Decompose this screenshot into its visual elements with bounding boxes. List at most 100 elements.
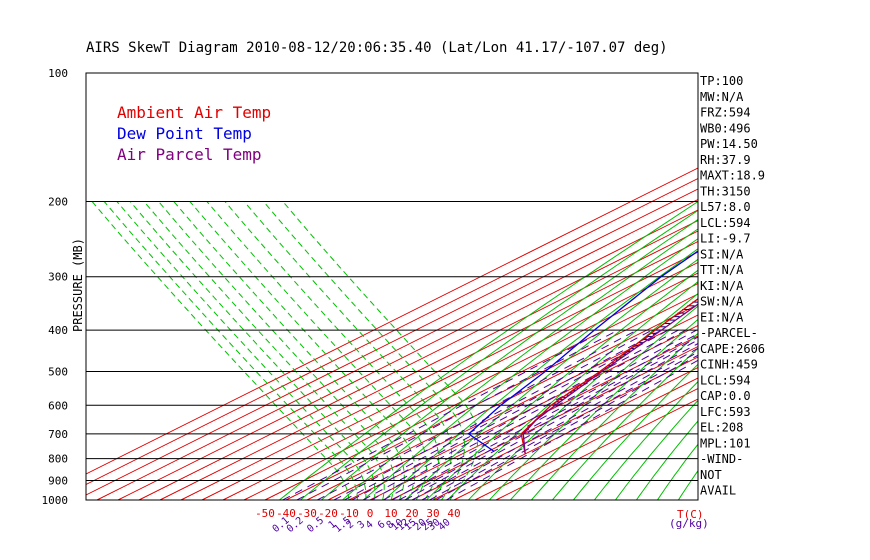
dry-adiabat-line xyxy=(279,200,698,500)
bottom-temp-tick-label: 0 xyxy=(367,507,374,520)
pressure-tick-label: 100 xyxy=(48,67,68,80)
bottom-temp-tick-label: 20 xyxy=(405,507,418,520)
isotherm-line xyxy=(138,219,698,500)
mixing-ratio-line xyxy=(391,333,698,500)
isotherm-line xyxy=(86,188,698,496)
moist-adiabat-line xyxy=(224,201,440,500)
isotherm-line xyxy=(390,345,698,500)
dry-adiabat-line xyxy=(825,73,870,500)
bottom-temp-tick-label: -30 xyxy=(297,507,317,520)
pressure-tick-label: 400 xyxy=(48,324,68,337)
dry-adiabat-line xyxy=(762,73,870,500)
isotherm-line xyxy=(306,303,698,500)
isotherm-line xyxy=(453,377,698,500)
index-label: TT:N/A xyxy=(700,263,744,277)
mixing-ratio-tick-label: 6 xyxy=(376,519,388,531)
index-label: LCL:594 xyxy=(700,216,751,230)
mixing-ratio-tick-label: 3 xyxy=(356,519,368,531)
mixing-ratio-line xyxy=(412,342,698,500)
mixing-ratio-line xyxy=(362,329,679,500)
dry-adiabat-line xyxy=(510,318,698,500)
isotherm-line xyxy=(117,209,698,500)
index-label: MW:N/A xyxy=(700,90,744,104)
index-label: SI:N/A xyxy=(700,247,744,261)
mixing-ratio-tick-label: 8 xyxy=(385,519,397,531)
isotherm-line xyxy=(327,314,698,500)
moist-adiabat-line xyxy=(116,201,367,500)
isotherm-line xyxy=(495,398,698,500)
dry-adiabat-line xyxy=(384,248,698,500)
dry-adiabat-line xyxy=(656,443,698,500)
index-label: AVAIL xyxy=(700,484,736,498)
legend-air-parcel-temp: Air Parcel Temp xyxy=(117,145,262,164)
moist-adiabat-line xyxy=(129,201,376,500)
index-label: MPL:101 xyxy=(700,436,751,450)
isotherm-line xyxy=(474,387,698,500)
isotherm-line xyxy=(86,177,698,486)
isotherm-line xyxy=(411,356,698,500)
index-label: CAPE:2606 xyxy=(700,342,765,356)
pressure-tick-label: 500 xyxy=(48,365,68,378)
pressure-tick-labels: 100 200 300 400 500 600 700 800 900 1000 xyxy=(42,67,69,507)
legend-ambient-air-temp: Ambient Air Temp xyxy=(117,103,271,122)
profile-line-dew-point-temp xyxy=(467,250,698,453)
plot-frame xyxy=(85,72,699,501)
moist-adiabat-line xyxy=(243,201,453,500)
isotherm-line xyxy=(369,335,698,500)
dry-adiabat-line xyxy=(321,218,698,500)
dry-adiabat-line xyxy=(300,209,698,500)
bottom-temp-tick-labels: -50 -40 -30 -20 -10 0 10 20 30 40 xyxy=(255,507,461,520)
index-label: MAXT:18.9 xyxy=(700,169,765,183)
legend-dew-point-temp: Dew Point Temp xyxy=(117,124,252,143)
bottom-temp-tick-label: -10 xyxy=(339,507,359,520)
index-label: -WIND- xyxy=(700,452,743,466)
pressure-tick-label: 900 xyxy=(48,474,68,487)
dry-adiabat-line xyxy=(405,258,698,500)
dry-adiabat-line xyxy=(614,399,698,500)
pressure-tick-label: 600 xyxy=(48,399,68,412)
index-label: CAP:0.0 xyxy=(700,389,751,403)
profile-line-air-parcel-temp xyxy=(522,303,698,454)
dry-adiabat-line xyxy=(468,292,698,500)
mixing-ratio-line xyxy=(282,329,606,500)
bottom-temp-tick-label: -20 xyxy=(318,507,338,520)
isotherm-line xyxy=(222,261,698,500)
bottom-temp-tick-label: 30 xyxy=(426,507,439,520)
index-label: PW:14.50 xyxy=(700,137,758,151)
dry-adiabat-line xyxy=(552,347,698,500)
index-label: LCL:594 xyxy=(700,373,751,387)
index-label: NOT xyxy=(700,468,722,482)
pressure-tick-label: 300 xyxy=(48,271,68,284)
bottom-temp-tick-label: -40 xyxy=(276,507,296,520)
bottom-temp-tick-label: 10 xyxy=(384,507,397,520)
index-label: FRZ:594 xyxy=(700,106,751,120)
isotherm-line xyxy=(201,251,698,500)
isotherm-line xyxy=(96,198,698,500)
index-label: RH:37.9 xyxy=(700,153,751,167)
bottom-temp-tick-label: 40 xyxy=(447,507,460,520)
isotherm-line xyxy=(86,167,698,475)
dry-adiabat-line xyxy=(426,269,698,500)
dry-adiabat-line xyxy=(342,228,698,500)
index-label: L57:8.0 xyxy=(700,200,751,214)
isotherm-line xyxy=(285,293,698,500)
mixing-ratio-tick-label: 2 xyxy=(345,519,357,531)
index-label: KI:N/A xyxy=(700,279,744,293)
index-label: CINH:459 xyxy=(700,358,758,372)
dry-adiabat-line xyxy=(363,238,698,500)
dry-adiabat-line xyxy=(741,73,870,500)
moist-adiabat-line xyxy=(91,201,350,500)
isotherm-line xyxy=(159,230,698,500)
index-label: TH:3150 xyxy=(700,184,751,198)
mixing-ratio-tick-label: 1 xyxy=(327,519,339,531)
y-axis-label: PRESSURE (MB) xyxy=(71,238,85,332)
pressure-tick-label: 700 xyxy=(48,428,68,441)
moist-adiabat-line xyxy=(103,201,358,500)
legend: Ambient Air Temp Dew Point Temp Air Parc… xyxy=(117,103,271,164)
dry-adiabat-line xyxy=(594,380,698,500)
isotherm-line xyxy=(243,272,698,500)
dry-adiabat-line xyxy=(635,420,698,500)
dry-adiabat-line xyxy=(846,73,870,500)
